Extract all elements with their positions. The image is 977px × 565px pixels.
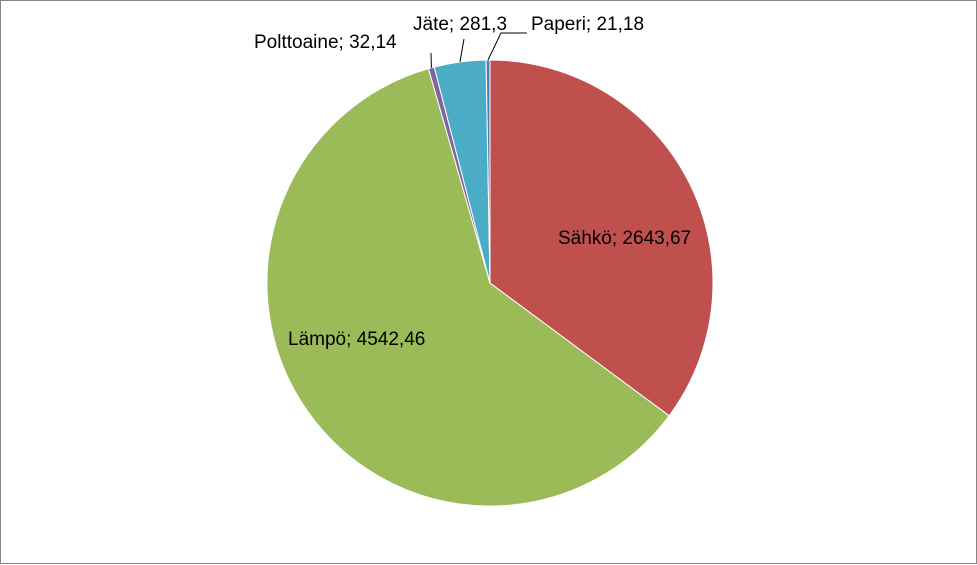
- label-polttoaine: Polttoaine; 32,14: [254, 32, 397, 53]
- pie-slices: [267, 60, 713, 506]
- label-sahko: Sähkö; 2643,67: [558, 228, 691, 249]
- label-jate: Jäte; 281,3: [413, 14, 507, 35]
- leader-line-jate: [460, 39, 464, 62]
- label-paperi: Paperi; 21,18: [531, 14, 644, 35]
- leader-line-paperi: [488, 33, 527, 60]
- label-lampo: Lämpö; 4542,46: [288, 329, 425, 350]
